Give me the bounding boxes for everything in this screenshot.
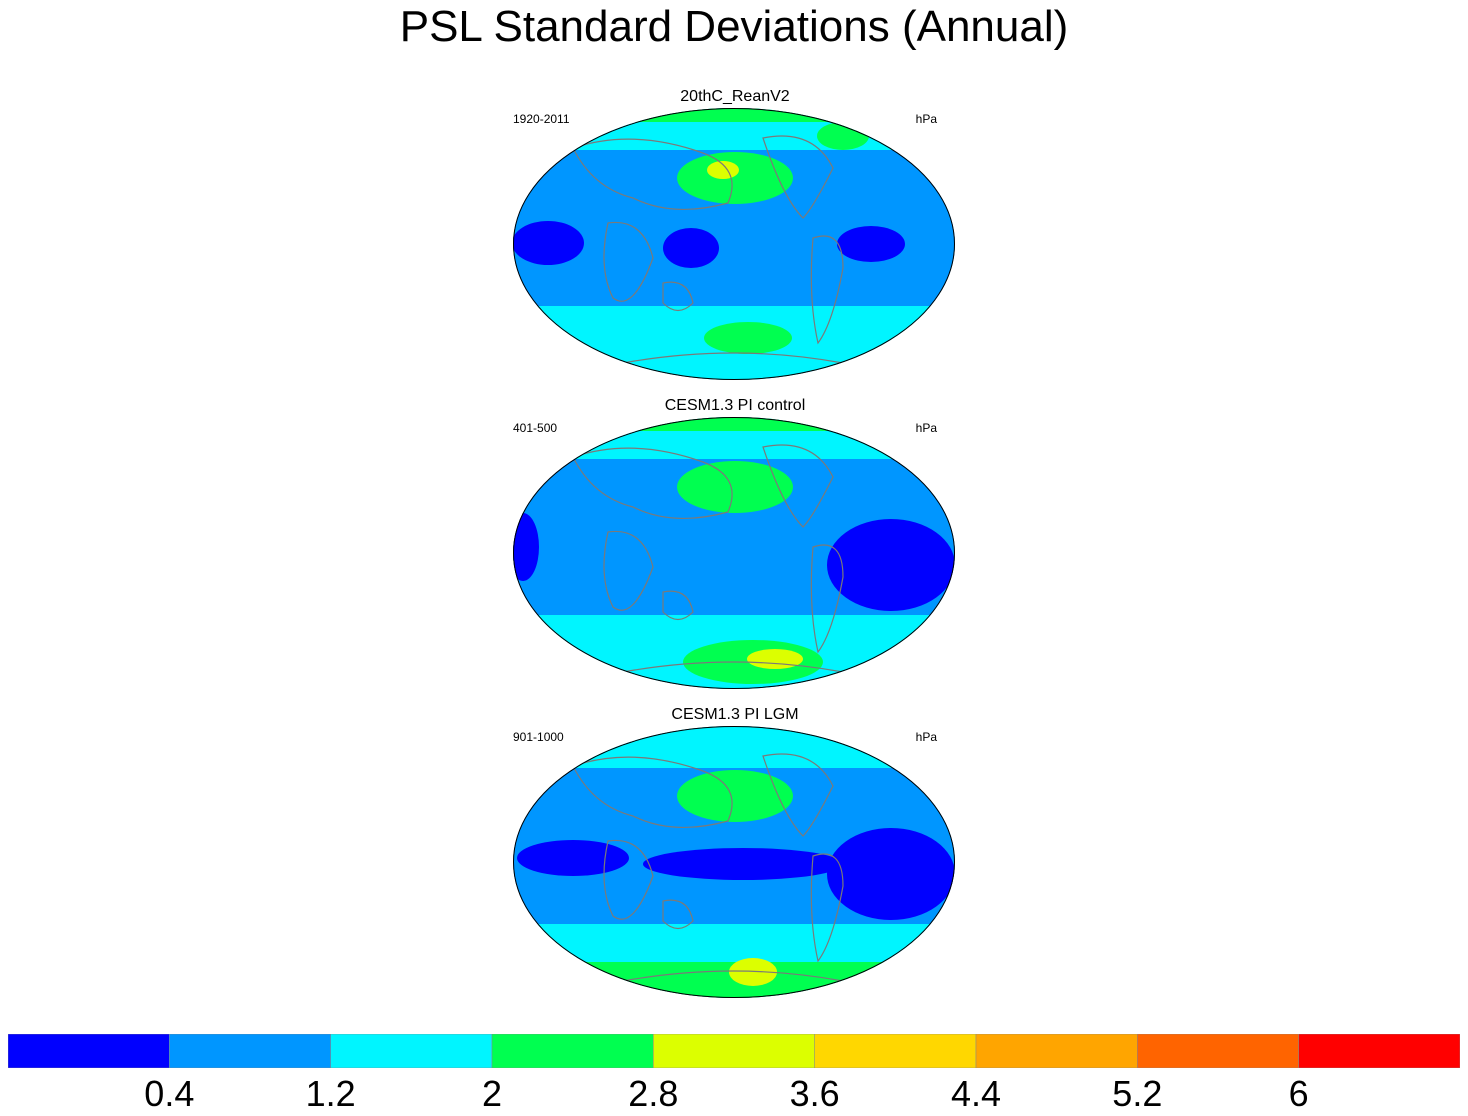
region-subpolar-north (513, 726, 955, 768)
coastline-6 (622, 661, 844, 673)
region-tropical-atlantic (837, 226, 905, 262)
coastline-4 (762, 135, 834, 219)
region-tropical-pacific-band (643, 848, 843, 880)
panel-units-label: hPa (915, 730, 937, 744)
colorbar-swatch-4 (491, 1034, 654, 1068)
robinson-map (513, 108, 955, 380)
map-fill (513, 726, 955, 998)
region-ross-sea-center (729, 958, 777, 986)
coastline-2 (603, 530, 654, 611)
coastline-1 (572, 447, 733, 519)
coastline-3 (662, 590, 694, 621)
map-panel-1: 20thC_ReanV2 1920-2011 hPa (505, 88, 965, 388)
coastline-1 (572, 756, 733, 828)
region-tropical-atlantic-south-america (827, 519, 955, 611)
coastline-6 (622, 352, 844, 364)
colorbar-tick-label: 6 (1288, 1073, 1309, 1114)
region-north-pacific (677, 152, 793, 204)
coastline-5 (810, 544, 844, 654)
map-border (513, 108, 955, 380)
map-panel-2: CESM1.3 PI control 401-500 hPa (505, 397, 965, 697)
colorbar (8, 1034, 1460, 1068)
region-north-pacific-center (707, 161, 739, 179)
chart-title: PSL Standard Deviations (Annual) (399, 2, 1069, 51)
colorbar-swatch-9 (1298, 1034, 1460, 1068)
panel-units-label: hPa (915, 421, 937, 435)
region-south-pacific-high-lat (704, 322, 792, 354)
colorbar-swatch-2 (169, 1034, 331, 1068)
colorbar-swatch-7 (975, 1034, 1138, 1068)
coastline-2 (603, 221, 654, 302)
colorbar-tick-label: 5.2 (1112, 1073, 1163, 1114)
robinson-map (513, 726, 955, 998)
coastline-4 (762, 753, 834, 837)
colorbar-tick-label: 0.4 (144, 1073, 195, 1114)
colorbar-tick-label: 2 (481, 1073, 503, 1114)
coastline-6 (622, 970, 844, 982)
colorbar-tick-label: 1.2 (305, 1073, 356, 1114)
region-north-pacific-center (707, 470, 739, 488)
coastline-1 (572, 138, 733, 210)
panel-period-label: 1920-2011 (513, 112, 570, 126)
coastline-5 (810, 853, 844, 963)
colorbar-swatch-1 (8, 1034, 170, 1068)
colorbar-tick-label: 3.6 (789, 1073, 840, 1114)
panel-units-label: hPa (915, 112, 937, 126)
region-amundsen-sea-center (747, 649, 803, 669)
coastline-2 (603, 839, 654, 920)
colorbar-tick-label: 2.8 (628, 1073, 679, 1114)
colorbar-tick-label: 4.4 (950, 1073, 1002, 1114)
map-border (513, 417, 955, 689)
panel-title: CESM1.3 PI control (664, 397, 806, 414)
map-panel-3: CESM1.3 PI LGM 901-1000 hPa (505, 706, 965, 1006)
region-tropical-atlantic-south-america (827, 828, 955, 920)
coastline-3 (662, 281, 694, 312)
colorbar-swatch-8 (1137, 1034, 1299, 1068)
panel-title: CESM1.3 PI LGM (671, 706, 799, 723)
robinson-map (513, 417, 955, 689)
panel-period-label: 901-1000 (513, 730, 564, 744)
colorbar-swatch-3 (330, 1034, 493, 1068)
colorbar-swatch-5 (653, 1034, 815, 1068)
coastline-5 (810, 235, 844, 345)
region-north-pacific (677, 461, 793, 513)
map-fill (513, 417, 955, 689)
region-tropical-indian-maritime-continent (517, 840, 629, 876)
region-indian-ocean-africa-tropics (513, 221, 584, 265)
panel-period-label: 401-500 (513, 421, 558, 435)
coastline-4 (762, 444, 834, 528)
region-north-pacific (677, 770, 793, 822)
coastline-3 (662, 899, 694, 930)
map-fill (513, 108, 955, 380)
panel-title: 20thC_ReanV2 (680, 88, 790, 105)
colorbar-swatch-6 (814, 1034, 977, 1068)
region-tropical-pacific (663, 228, 719, 268)
map-border (513, 726, 955, 998)
